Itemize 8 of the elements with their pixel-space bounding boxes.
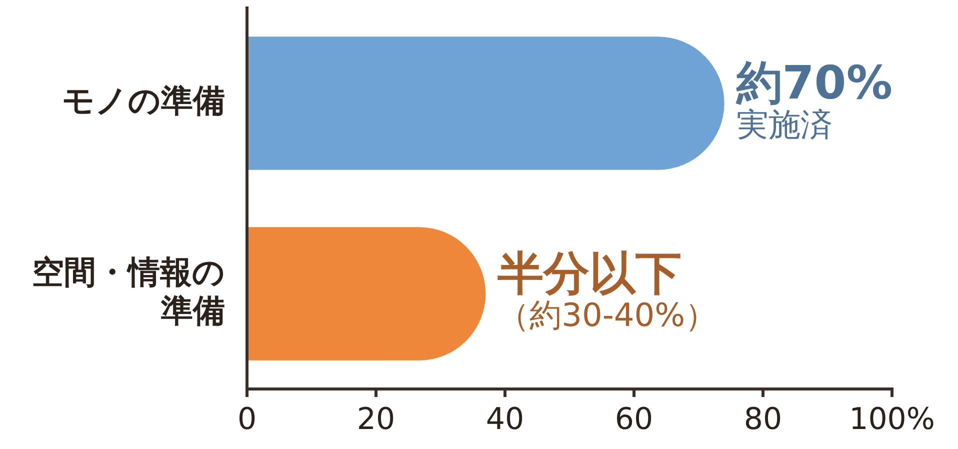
x-tick-label: 20 [356,402,396,437]
x-tick-label: 100% [849,402,935,437]
y-tick-label: モノの準備 [62,82,225,120]
x-tick-label: 80 [744,402,782,437]
x-tick-label: 60 [614,402,654,437]
y-tick-label: 空間・情報の準備 [32,252,225,330]
x-tick-label: 0 [237,402,257,437]
x-tick-label: 40 [486,402,524,437]
